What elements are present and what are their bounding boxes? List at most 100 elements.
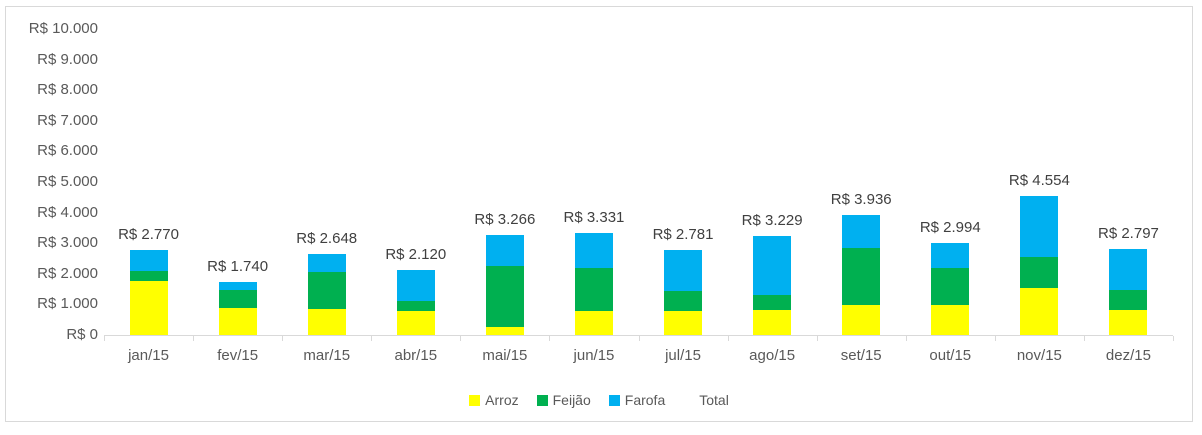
total-data-label: R$ 3.229 bbox=[741, 212, 803, 230]
y-axis-tick-label: R$ 4.000 bbox=[37, 203, 98, 221]
x-axis-category-label: mai/15 bbox=[482, 347, 528, 364]
bar-segment-farofa bbox=[129, 250, 168, 271]
total-data-label: R$ 2.781 bbox=[652, 225, 714, 243]
bar-jul-15 bbox=[664, 249, 703, 335]
bar-set-15 bbox=[842, 214, 881, 335]
legend-swatch-icon bbox=[536, 394, 548, 406]
legend-swatch-icon bbox=[608, 394, 620, 406]
bar-mar-15 bbox=[307, 253, 346, 335]
x-axis-category-label: mar/15 bbox=[303, 347, 351, 364]
legend-label: Arroz bbox=[485, 392, 519, 408]
y-axis-tick-label: R$ 10.000 bbox=[28, 20, 98, 37]
x-axis-tick-mark bbox=[371, 336, 373, 341]
bar-segment-feijão bbox=[574, 267, 613, 311]
total-data-label: R$ 2.770 bbox=[118, 226, 179, 244]
legend-item-feijão: Feijão bbox=[536, 392, 591, 408]
bar-nov-15 bbox=[1020, 195, 1059, 335]
bar-jan-15 bbox=[129, 250, 168, 335]
chart-frame: R$ 0 R$ 1.000 R$ 2.000 R$ 3.000 R$ 4.000 R$ 5… bbox=[5, 6, 1193, 422]
x-axis-category-label: jun/15 bbox=[573, 347, 615, 364]
bar-dez-15 bbox=[1109, 249, 1148, 335]
x-axis-category-label: out/15 bbox=[929, 347, 972, 364]
y-axis-tick-label: R$ 3.000 bbox=[37, 234, 98, 252]
x-axis-tick-mark bbox=[994, 336, 996, 341]
bar-segment-feijão bbox=[129, 270, 168, 281]
legend-swatch-icon bbox=[469, 394, 481, 406]
bar-segment-feijão bbox=[485, 265, 524, 327]
x-axis-category-label: ago/15 bbox=[749, 347, 796, 364]
x-axis-tick-mark bbox=[549, 336, 551, 341]
x-axis-tick-mark bbox=[1173, 336, 1174, 341]
x-axis-line bbox=[104, 335, 1173, 336]
bar-segment-arroz bbox=[1109, 309, 1148, 335]
x-axis-tick-mark bbox=[282, 336, 284, 341]
total-data-label: R$ 3.266 bbox=[474, 211, 536, 229]
legend-item-arroz: Arroz bbox=[469, 392, 519, 408]
bar-segment-feijão bbox=[842, 248, 881, 305]
bar-segment-arroz bbox=[753, 309, 792, 335]
legend-label: Feijão bbox=[552, 392, 591, 408]
bar-fev-15 bbox=[218, 281, 257, 335]
x-axis-category-label: abr/15 bbox=[394, 347, 438, 364]
bar-segment-farofa bbox=[842, 214, 881, 249]
bar-segment-feijão bbox=[396, 301, 435, 311]
bar-segment-farofa bbox=[307, 253, 346, 272]
y-axis-tick-label: R$ 8.000 bbox=[37, 81, 98, 99]
x-axis-category-label: nov/15 bbox=[1016, 347, 1062, 364]
bar-segment-arroz bbox=[842, 305, 881, 335]
x-axis-tick-mark bbox=[905, 336, 907, 341]
bar-segment-arroz bbox=[664, 310, 703, 335]
x-axis-tick-mark bbox=[104, 336, 105, 341]
y-axis-tick-label: R$ 5.000 bbox=[37, 173, 98, 190]
bar-segment-farofa bbox=[1109, 249, 1148, 291]
bar-segment-farofa bbox=[931, 243, 970, 268]
total-data-label: R$ 2.797 bbox=[1098, 225, 1159, 243]
bar-segment-farofa bbox=[574, 233, 613, 268]
bar-segment-arroz bbox=[307, 308, 346, 335]
x-axis-tick-mark bbox=[638, 336, 640, 341]
bar-abr-15 bbox=[396, 270, 435, 335]
x-axis-tick-mark bbox=[727, 336, 729, 341]
y-axis-tick-label: R$ 7.000 bbox=[37, 111, 98, 129]
legend-label: Farofa bbox=[624, 392, 666, 408]
x-axis-tick-mark bbox=[816, 336, 818, 341]
total-data-label: R$ 4.554 bbox=[1008, 171, 1070, 189]
legend-swatch-icon bbox=[683, 395, 694, 406]
y-axis-tick-label: R$ 9.000 bbox=[37, 50, 98, 68]
bar-segment-arroz bbox=[1020, 287, 1059, 335]
bar-segment-feijão bbox=[1020, 256, 1059, 288]
total-data-label: R$ 2.648 bbox=[296, 229, 358, 247]
bar-segment-farofa bbox=[396, 270, 435, 302]
y-axis-tick-label: R$ 0 bbox=[66, 326, 98, 343]
bar-segment-feijão bbox=[1109, 290, 1148, 310]
bar-segment-feijão bbox=[753, 294, 792, 310]
x-axis-tick-mark bbox=[1083, 336, 1085, 341]
bar-segment-feijão bbox=[664, 290, 703, 311]
bar-segment-arroz bbox=[931, 305, 970, 335]
total-data-label: R$ 2.994 bbox=[919, 219, 981, 237]
total-data-label: R$ 2.120 bbox=[385, 246, 447, 264]
bar-ago-15 bbox=[753, 236, 792, 335]
bar-segment-arroz bbox=[218, 308, 257, 335]
x-axis-category-label: fev/15 bbox=[217, 347, 259, 364]
x-axis-tick-mark bbox=[460, 336, 462, 341]
bar-mai-15 bbox=[485, 235, 524, 335]
bar-segment-farofa bbox=[218, 281, 257, 291]
bar-segment-arroz bbox=[485, 326, 524, 335]
total-data-label: R$ 3.936 bbox=[830, 190, 892, 208]
x-axis-category-label: dez/15 bbox=[1105, 347, 1151, 364]
total-data-label: R$ 1.740 bbox=[207, 257, 269, 275]
y-axis-tick-label: R$ 2.000 bbox=[37, 264, 98, 282]
legend-item-total: Total bbox=[683, 392, 729, 408]
y-axis-tick-label: R$ 1.000 bbox=[37, 295, 98, 313]
bar-segment-arroz bbox=[129, 280, 168, 335]
legend-item-farofa: Farofa bbox=[608, 392, 666, 408]
bar-segment-farofa bbox=[664, 249, 703, 291]
total-data-label: R$ 3.331 bbox=[563, 209, 625, 227]
chart-legend: Arroz Feijão Farofa Total bbox=[6, 392, 1192, 408]
bar-segment-feijão bbox=[218, 290, 257, 309]
x-axis-tick-mark bbox=[193, 336, 195, 341]
bar-segment-farofa bbox=[1020, 195, 1059, 257]
x-axis-category-label: jan/15 bbox=[128, 347, 169, 364]
bar-out-15 bbox=[931, 243, 970, 335]
